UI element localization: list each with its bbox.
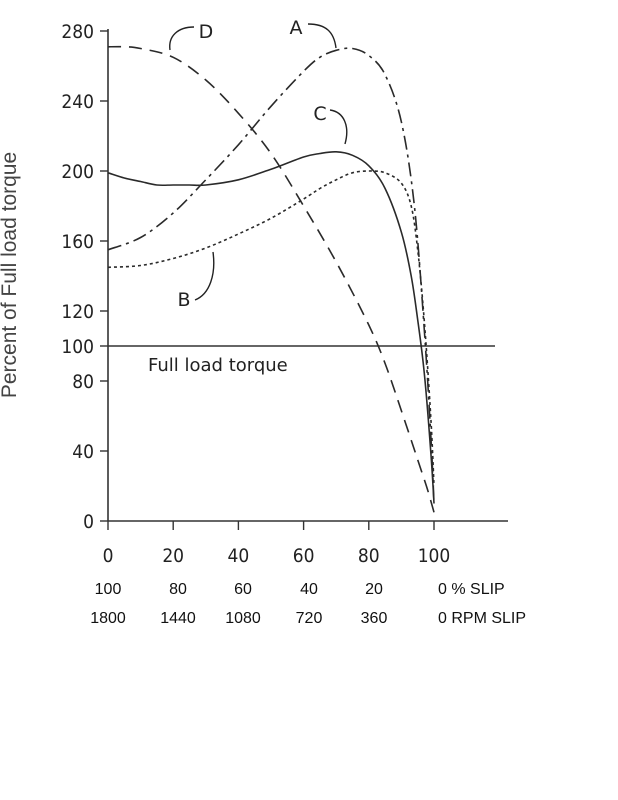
y-tick-label: 80: [72, 371, 94, 393]
percent-slip-row: 100 80 60 40 20 0 % SLIP: [0, 581, 618, 603]
y-tick-label: 160: [61, 231, 94, 253]
curve-c: [107, 150, 435, 504]
slip-value: 100: [94, 581, 122, 598]
curve-d: [107, 45, 435, 513]
y-tick-label: 100: [61, 336, 94, 358]
x-tick-label: 100: [418, 545, 451, 567]
curve-c-label: C: [313, 103, 326, 125]
x-tick-label: 0: [103, 545, 114, 567]
y-tick-label: 40: [72, 441, 94, 463]
slip-value: 40: [300, 581, 318, 598]
slip-value: 1800: [90, 610, 126, 627]
curve-c-pointer: [329, 109, 348, 145]
rpm-slip-row: 1800 1440 1080 720 360 0 RPM SLIP: [0, 610, 618, 632]
curve-a-pointer: [307, 23, 337, 49]
slip-value: 360: [360, 610, 388, 627]
y-tick-label: 240: [61, 91, 94, 113]
slip-value: 1080: [225, 610, 261, 627]
slip-value: 60: [234, 581, 252, 598]
slip-value: 1440: [160, 610, 196, 627]
x-ticks: 0 20 40 60 80 100: [103, 521, 451, 567]
x-tick-label: 40: [228, 545, 250, 567]
x-tick-label: 80: [358, 545, 380, 567]
curve-d-pointer: [169, 26, 195, 51]
y-tick-label: 0: [83, 511, 94, 533]
y-tick-label: 120: [61, 301, 94, 323]
slip-value: 0 RPM SLIP: [438, 610, 527, 627]
curve-a: [107, 47, 435, 504]
curve-annotations: D A C B: [169, 17, 348, 311]
curves: [107, 45, 435, 513]
x-tick-label: 20: [162, 545, 184, 567]
y-tick-label: 280: [61, 21, 94, 43]
curve-d-label: D: [199, 21, 214, 43]
full-load-torque-label: Full load torque: [148, 355, 288, 376]
curve-b-label: B: [177, 289, 190, 311]
slip-value: 20: [365, 581, 383, 598]
y-ticks: 0 40 80 100 120 160 200 240 280: [61, 21, 108, 533]
slip-value: 720: [295, 610, 323, 627]
curve-b-pointer: [194, 251, 215, 301]
curve-a-label: A: [290, 17, 303, 39]
y-tick-label: 200: [61, 161, 94, 183]
y-axis-label: Percent of Full load torque: [0, 152, 21, 398]
curve-b: [107, 170, 435, 487]
x-tick-label: 60: [293, 545, 315, 567]
slip-value: 0 % SLIP: [438, 581, 505, 598]
slip-value: 80: [169, 581, 187, 598]
